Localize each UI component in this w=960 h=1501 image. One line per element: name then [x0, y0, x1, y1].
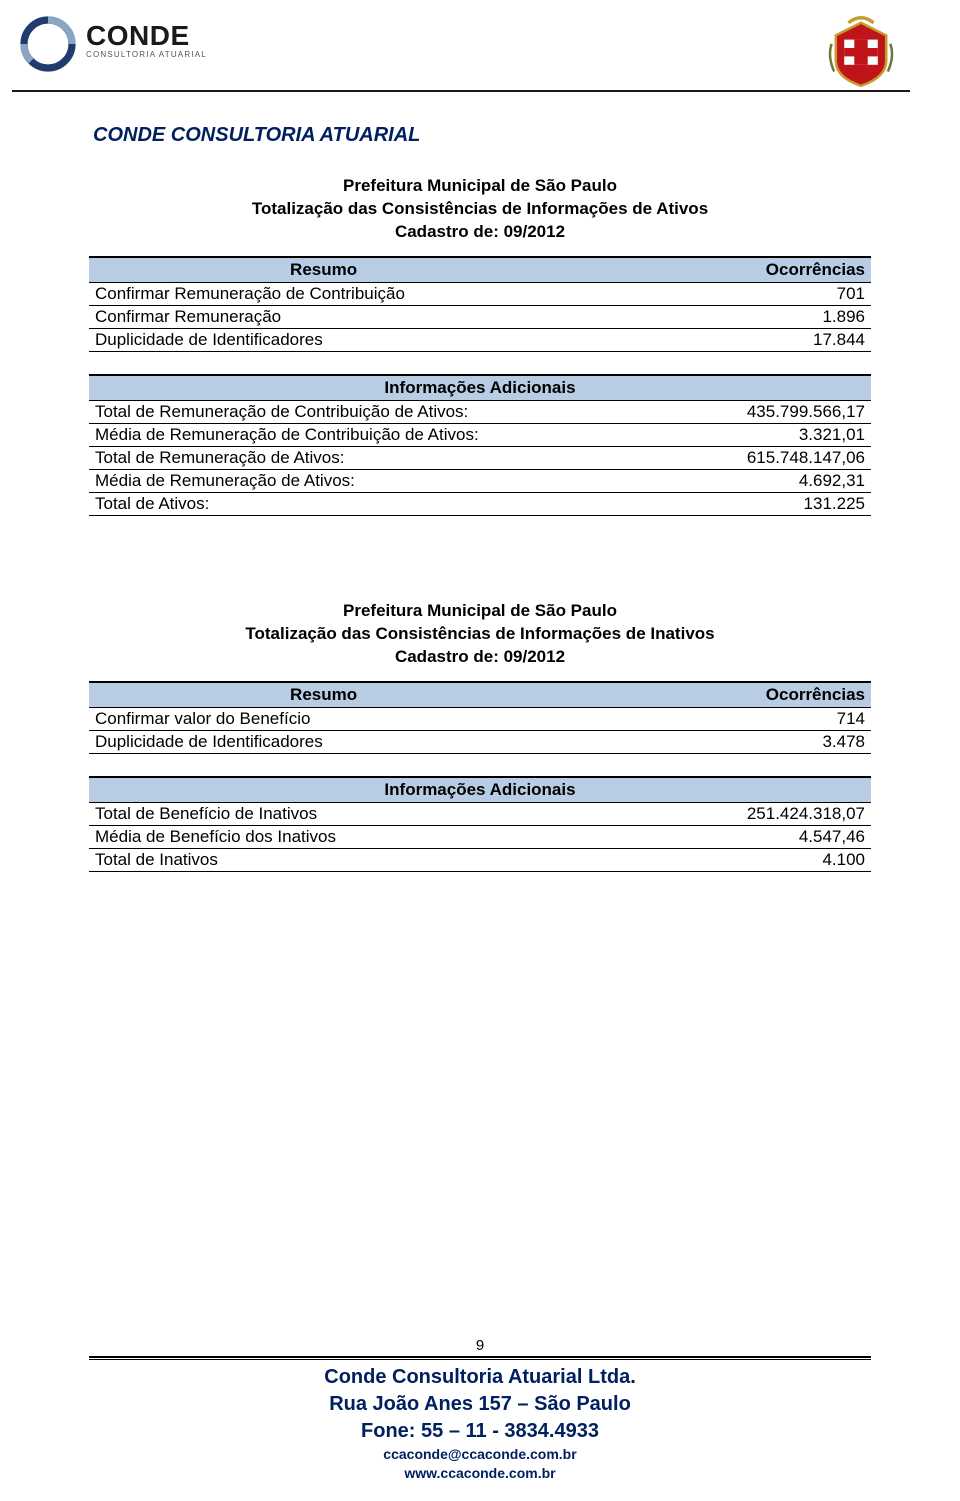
section1-title: Prefeitura Municipal de São Paulo Totali… [89, 175, 871, 244]
section2-title-line2: Totalização das Consistências de Informa… [89, 623, 871, 646]
table-row: Média de Benefício dos Inativos4.547,46 [89, 825, 871, 848]
section1-resumo-table: Resumo Ocorrências Confirmar Remuneração… [89, 256, 871, 352]
cell-value: 4.100 [605, 848, 871, 871]
footer-company: Conde Consultoria Atuarial Ltda. [0, 1364, 960, 1391]
table-row: Duplicidade de Identificadores3.478 [89, 730, 871, 753]
table-row: Total de Benefício de Inativos251.424.31… [89, 802, 871, 825]
section1-info-table: Informações Adicionais Total de Remunera… [89, 374, 871, 516]
content-area: CONDE CONSULTORIA ATUARIAL Prefeitura Mu… [0, 98, 960, 872]
footer-web: www.ccaconde.com.br [0, 1464, 960, 1483]
cell-label: Confirmar valor do Benefício [89, 707, 558, 730]
cell-value: 1.896 [558, 305, 871, 328]
s1-resumo-hdr-right: Ocorrências [766, 260, 865, 279]
footer-email: ccaconde@ccaconde.com.br [0, 1445, 960, 1464]
cell-value: 3.478 [558, 730, 871, 753]
footer-rule [89, 1356, 871, 1360]
table-row: Confirmar Remuneração de Contribuição701 [89, 282, 871, 305]
cell-value: 714 [558, 707, 871, 730]
cell-label: Total de Remuneração de Ativos: [89, 446, 677, 469]
section1-title-line3: Cadastro de: 09/2012 [89, 221, 871, 244]
logo-icon [18, 14, 78, 74]
logo-subtitle: CONSULTORIA ATUARIAL [86, 50, 207, 59]
s2-resumo-hdr-left: Resumo [290, 685, 357, 704]
cell-value: 4.547,46 [605, 825, 871, 848]
cell-value: 251.424.318,07 [605, 802, 871, 825]
cell-value: 4.692,31 [677, 469, 871, 492]
page-number: 9 [0, 1337, 960, 1354]
cell-label: Duplicidade de Identificadores [89, 730, 558, 753]
page-footer: 9 Conde Consultoria Atuarial Ltda. Rua J… [0, 1337, 960, 1483]
cell-label: Confirmar Remuneração [89, 305, 558, 328]
table-row: Duplicidade de Identificadores17.844 [89, 328, 871, 351]
section1-title-line2: Totalização das Consistências de Informa… [89, 198, 871, 221]
table-row: Confirmar Remuneração1.896 [89, 305, 871, 328]
section2-title-line3: Cadastro de: 09/2012 [89, 646, 871, 669]
page-header: CONDE CONSULTORIA ATUARIAL [0, 0, 960, 98]
crest-icon [817, 6, 905, 90]
cell-value: 435.799.566,17 [677, 400, 871, 423]
cell-label: Total de Remuneração de Contribuição de … [89, 400, 677, 423]
table-row: Total de Ativos:131.225 [89, 492, 871, 515]
cell-value: 131.225 [677, 492, 871, 515]
table-row: Média de Remuneração de Ativos:4.692,31 [89, 469, 871, 492]
table-row: Total de Inativos4.100 [89, 848, 871, 871]
s1-info-hdr: Informações Adicionais [384, 378, 575, 397]
section2-resumo-table: Resumo Ocorrências Confirmar valor do Be… [89, 681, 871, 754]
logo-title: CONDE [86, 20, 207, 52]
cell-value: 17.844 [558, 328, 871, 351]
section1-title-line1: Prefeitura Municipal de São Paulo [89, 175, 871, 198]
cell-value: 701 [558, 282, 871, 305]
cell-value: 3.321,01 [677, 423, 871, 446]
cell-label: Média de Remuneração de Contribuição de … [89, 423, 677, 446]
table-row: Total de Remuneração de Ativos:615.748.1… [89, 446, 871, 469]
footer-address: Rua João Anes 157 – São Paulo [0, 1391, 960, 1418]
logo-block: CONDE CONSULTORIA ATUARIAL [18, 14, 207, 84]
footer-phone: Fone: 55 – 11 - 3834.4933 [0, 1418, 960, 1445]
section2-info-table: Informações Adicionais Total de Benefíci… [89, 776, 871, 872]
cell-value: 615.748.147,06 [677, 446, 871, 469]
logo-text: CONDE CONSULTORIA ATUARIAL [86, 14, 207, 59]
cell-label: Média de Remuneração de Ativos: [89, 469, 677, 492]
table-row: Total de Remuneração de Contribuição de … [89, 400, 871, 423]
cell-label: Total de Benefício de Inativos [89, 802, 605, 825]
section2-title-line1: Prefeitura Municipal de São Paulo [89, 600, 871, 623]
s2-info-hdr: Informações Adicionais [384, 780, 575, 799]
cell-label: Duplicidade de Identificadores [89, 328, 558, 351]
table-row: Média de Remuneração de Contribuição de … [89, 423, 871, 446]
org-name: CONDE CONSULTORIA ATUARIAL [89, 124, 871, 147]
s1-resumo-hdr-left: Resumo [290, 260, 357, 279]
cell-label: Confirmar Remuneração de Contribuição [89, 282, 558, 305]
cell-label: Média de Benefício dos Inativos [89, 825, 605, 848]
section2-title: Prefeitura Municipal de São Paulo Totali… [89, 600, 871, 669]
header-rule [12, 90, 910, 92]
cell-label: Total de Inativos [89, 848, 605, 871]
cell-label: Total de Ativos: [89, 492, 677, 515]
table-row: Confirmar valor do Benefício714 [89, 707, 871, 730]
s2-resumo-hdr-right: Ocorrências [766, 685, 865, 704]
